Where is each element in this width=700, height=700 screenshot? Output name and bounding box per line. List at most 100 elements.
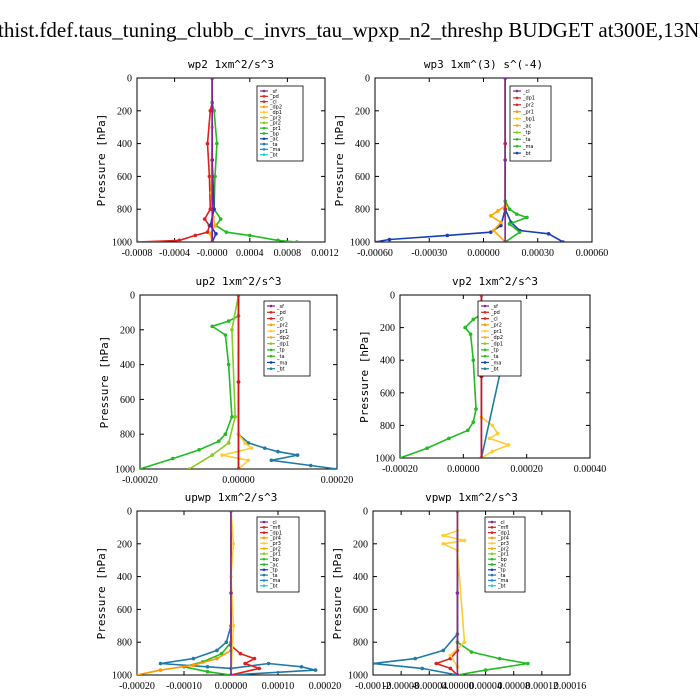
- series-point-pr1: [441, 533, 446, 538]
- legend-entry: _pr1: [522, 110, 534, 116]
- series-point-pd: [208, 223, 213, 228]
- y-tick-label: 600: [355, 172, 370, 183]
- series-point-dp1: [466, 428, 470, 433]
- y-tick-label: 0: [390, 291, 395, 302]
- chart-title: vp2 1xm^2/s^3: [452, 275, 538, 288]
- series-point-dp1: [447, 436, 451, 441]
- legend-marker: [262, 526, 266, 529]
- legend-marker: [483, 354, 487, 358]
- legend-marker: [262, 95, 266, 98]
- legend-marker: [269, 304, 273, 308]
- legend-entry: _ma: [269, 578, 280, 584]
- series-point-cl: [236, 380, 241, 384]
- x-tick-label: 0.0008: [274, 248, 302, 259]
- series-point-tp: [420, 666, 425, 671]
- plot-frame: [374, 77, 593, 243]
- series-point-dp1: [217, 439, 221, 443]
- series-point-cl: [236, 295, 241, 297]
- series-point-tp: [266, 661, 271, 666]
- chart-title: wp3 1xm^(3) s^(-4): [424, 58, 543, 71]
- series-point-pr2: [231, 542, 236, 546]
- legend-entry: _pr1: [269, 552, 281, 558]
- series-line-pr1: [440, 511, 466, 675]
- legend: _sf_pd_cl_pr2_pr1_dp2_dp1_tp_ta_ma_bt: [263, 300, 311, 377]
- legend-entry: _bt: [490, 367, 499, 373]
- legend-entry: _dp2: [269, 105, 282, 111]
- legend-marker: [490, 547, 494, 550]
- series-point-pr2: [249, 446, 254, 450]
- legend-marker: [490, 552, 494, 556]
- legend-entry: _cl: [276, 316, 284, 322]
- series-point-ac: [525, 661, 530, 666]
- x-tick-label: 0.00040: [574, 464, 607, 475]
- series-point-cl: [213, 223, 217, 228]
- legend-marker: [262, 89, 266, 93]
- chart-panel-5: upwp 1xm^2/s^3 Pressure [hPa] 0 200 400 600 80…: [95, 491, 341, 692]
- series-point-ac: [483, 668, 488, 672]
- legend-marker: [515, 144, 519, 148]
- series-point-pr2: [488, 213, 493, 218]
- series-point-dp1: [177, 238, 182, 242]
- series-point-cl: [503, 158, 508, 162]
- series-point-cl: [503, 240, 507, 242]
- series-point-ta: [546, 232, 551, 236]
- series-point-dp1: [140, 467, 142, 469]
- x-tick-label: 0.0012: [311, 248, 339, 259]
- legend-marker: [262, 568, 266, 572]
- legend-marker: [483, 304, 487, 308]
- x-tick-label: -0.00060: [357, 248, 393, 259]
- series-point-tp: [441, 648, 446, 653]
- series-point-dp1: [202, 217, 207, 221]
- legend-marker: [483, 361, 487, 364]
- legend-entry: _dp1: [497, 530, 510, 536]
- y-tick-label: 200: [117, 106, 132, 117]
- legend-entry: _bp: [269, 131, 279, 137]
- legend-marker: [490, 568, 494, 572]
- legend-entry: _tp: [497, 568, 506, 574]
- legend-marker: [269, 336, 273, 339]
- legend-entry: _pr2: [269, 546, 281, 552]
- legend: _cl_dp1_pr2_pr1_bp1_ac_tp_ta_ma_bt: [509, 85, 552, 162]
- legend-marker: [490, 557, 494, 561]
- legend-marker: [262, 137, 266, 141]
- series-point-pr1: [462, 538, 467, 543]
- y-tick-label: 200: [353, 539, 368, 550]
- y-tick-label: 0: [365, 74, 370, 85]
- series-point-ac: [469, 650, 474, 654]
- series-point-cl: [229, 673, 233, 675]
- series-point-ta: [561, 240, 565, 242]
- series-point-tp: [262, 446, 267, 450]
- series-point-pr1: [213, 174, 217, 179]
- legend-entry: _dp1: [269, 530, 282, 536]
- series-point-dp1: [400, 456, 402, 458]
- y-tick-label: 600: [120, 395, 135, 406]
- legend-marker: [262, 547, 266, 550]
- legend-entry: _pr1: [276, 329, 288, 335]
- x-tick-label: 0.00010: [262, 681, 295, 692]
- series-point-dp1: [208, 109, 213, 113]
- legend: _cl_mfl_dp1_pr4_pr3_pr2_pr1_bp_ac_tp_ta_…: [256, 516, 300, 593]
- series-point-pr1: [137, 673, 139, 675]
- legend-marker: [490, 531, 494, 534]
- legend-marker: [262, 531, 266, 534]
- legend-entry: _pr1: [269, 126, 281, 132]
- y-tick-label: 400: [355, 139, 370, 150]
- series-point-tp: [205, 665, 210, 669]
- series-point-ac: [525, 215, 529, 220]
- y-tick-label: 800: [120, 430, 135, 441]
- legend-entry: _pr1: [497, 552, 509, 558]
- y-tick-label: 200: [355, 106, 370, 117]
- series-point-pr1: [248, 233, 252, 238]
- series-point-pr1: [158, 668, 163, 672]
- x-tick-label: 0.00000: [441, 681, 474, 692]
- legend: _cl_mfl_dp1_pr4_pr3_pr2_pr1_bp_ac_tp_ta_…: [484, 516, 526, 593]
- series-point-pd: [214, 232, 218, 236]
- legend: _sf_pd_cl_dp2_dp1_pr3_pr2_pr1_bp_ac_ta_m…: [256, 85, 304, 162]
- chart-title: up2 1xm^2/s^3: [195, 275, 281, 288]
- series-point-dp2: [210, 453, 215, 457]
- series-point-dp1: [238, 651, 243, 656]
- x-tick-label: 0.00000: [447, 464, 480, 475]
- x-tick-label: -0.00010: [166, 681, 202, 692]
- chart-panel-2: wp3 1xm^(3) s^(-4) Pressure [hPa] 0 200 400 6…: [333, 58, 608, 259]
